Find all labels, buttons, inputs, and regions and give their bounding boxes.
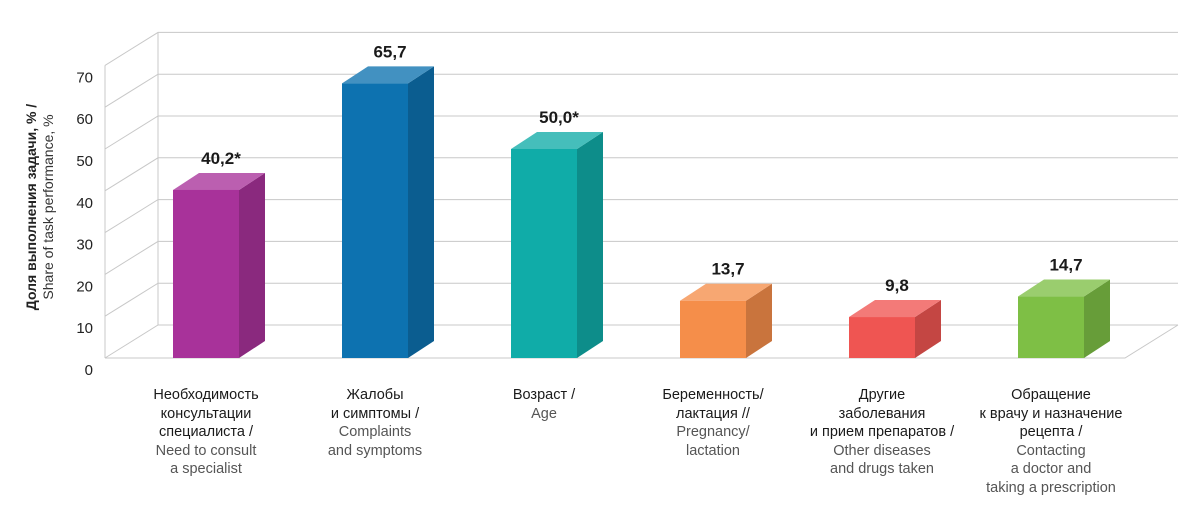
gridline	[104, 73, 1178, 108]
bar-side	[239, 172, 265, 358]
bar-top	[511, 132, 603, 149]
bars	[173, 66, 1110, 359]
category-label-en-line: Need to consult	[155, 442, 257, 459]
bar-side	[915, 300, 941, 358]
value-label: 9,8	[885, 276, 909, 295]
gridline	[104, 199, 1178, 234]
value-label: 14,7	[1049, 256, 1082, 275]
category-label-ru-line: специалиста /	[158, 424, 254, 440]
floor-edge	[105, 324, 1179, 359]
bar-top	[1018, 279, 1110, 297]
y-axis-title: Доля выполнения задачи, % / Share of tas…	[23, 104, 56, 311]
bar-front	[173, 189, 239, 358]
category-label-ru-line: и прием препаратов /	[809, 424, 955, 440]
gridline	[104, 282, 1178, 317]
category-label-ru-line: и симптомы /	[330, 405, 420, 422]
value-label: 40,2*	[201, 149, 241, 168]
category-label-ru-line: рецепта /	[1019, 424, 1083, 440]
bar	[849, 300, 941, 358]
category-label-en-line: Age	[531, 405, 557, 422]
bar-front	[849, 317, 915, 358]
category-label-en-line: Complaints	[338, 424, 412, 440]
category-label-en-line: Other diseases	[833, 442, 931, 459]
y-axis-title-en: Share of task performance, %	[40, 114, 56, 299]
y-tick-label: 50	[76, 153, 93, 170]
y-tick-label: 70	[76, 69, 93, 86]
category-label-ru-line: Другие	[858, 387, 906, 403]
y-axis-ticks: 0 10 20 30 40 50 60 70	[76, 69, 93, 379]
y-tick-label: 60	[76, 111, 93, 128]
category-label-ru-line: Жалобы	[346, 387, 404, 403]
category-label-en-line: Contacting	[1016, 442, 1086, 459]
category-label-ru-line: Возраст /	[512, 387, 576, 403]
category-label: Беременность/лактация // Pregnancy/lactat…	[623, 386, 803, 460]
bar-front	[511, 149, 577, 358]
bar-top	[173, 172, 265, 190]
value-labels: 40,2* 65,7 50,0* 13,7 9,8 14,7	[201, 42, 1082, 295]
bar-top	[849, 300, 941, 318]
category-label: Жалобы и симптомы / Complaints and symptoms	[285, 386, 465, 460]
gridline	[104, 324, 1178, 359]
y-axis-title-ru: Доля выполнения задачи, % /	[23, 104, 39, 311]
value-label: 13,7	[711, 260, 744, 279]
gridline	[104, 240, 1178, 275]
bar	[511, 132, 603, 358]
category-label-en-line: lactation	[685, 442, 740, 459]
bar-front	[1018, 296, 1084, 358]
category-label: Возраст / Age	[454, 386, 634, 423]
value-label: 65,7	[373, 42, 406, 61]
gridline	[104, 157, 1178, 192]
gridline	[104, 115, 1178, 150]
category-label-en-line: a specialist	[170, 461, 242, 477]
category-label: Другие заболевания и прием препаратов / Oth…	[792, 386, 972, 479]
bar-side	[1084, 279, 1110, 358]
value-label: 50,0*	[539, 108, 579, 127]
category-label-ru-line: Беременность/	[662, 387, 764, 403]
category-label-en-line: Pregnancy/	[676, 424, 750, 440]
y-tick-label: 0	[85, 362, 93, 379]
category-label-ru-line: заболевания	[838, 405, 926, 422]
bar-side	[746, 283, 772, 358]
gridline	[104, 31, 1178, 66]
category-label-ru-line: консультации	[160, 405, 252, 422]
bar	[1018, 279, 1110, 358]
bar	[173, 172, 265, 358]
bar-front	[342, 83, 408, 359]
y-tick-label: 40	[76, 195, 93, 212]
category-label-en-line: and symptoms	[327, 442, 423, 459]
category-label-en-line: taking a prescription	[986, 479, 1116, 496]
category-label: Необходимость консультации специалиста / Ne…	[116, 386, 296, 479]
bar	[342, 66, 434, 359]
category-label-ru-line: лактация //	[676, 405, 750, 422]
bar-side	[408, 66, 434, 359]
bar-top	[342, 66, 434, 84]
y-tick-label: 20	[76, 278, 93, 295]
category-label-ru-line: к врачу и назначение	[979, 405, 1123, 422]
category-label-ru-line: Обращение	[1011, 387, 1091, 403]
category-label-en-line: a doctor and	[1010, 461, 1092, 477]
y-tick-label: 10	[76, 320, 93, 337]
category-label-ru-line: Необходимость	[153, 387, 259, 403]
bar	[680, 283, 772, 358]
category-label: Обращение к врачу и назначение рецепта / Co…	[961, 386, 1141, 497]
chart-grid	[104, 31, 1179, 359]
bar-side	[577, 132, 603, 358]
y-tick-label: 30	[76, 237, 93, 254]
category-label-en-line: and drugs taken	[830, 461, 934, 477]
bar-front	[680, 300, 746, 358]
bar-top	[680, 283, 772, 301]
